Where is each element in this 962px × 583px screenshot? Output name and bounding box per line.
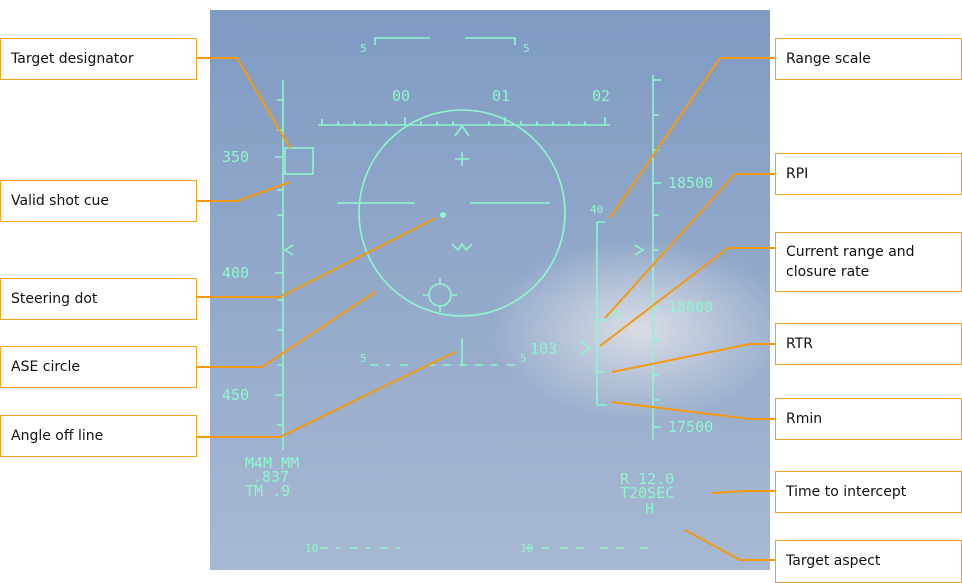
cloud [490,240,790,420]
left-readout: .837 [253,468,289,486]
pitch-mark: 5 [360,42,367,55]
pitch-mark: 5 [360,352,367,365]
right-readout: H [645,500,654,518]
callout: Range scale [775,38,962,80]
range-scale-label: 20 [608,308,621,321]
callout: Target aspect [775,540,962,583]
callout: Steering dot [0,278,197,320]
callout: ASE circle [0,346,197,388]
pitch-mark: 10 [305,542,318,555]
callout: Time to intercept [775,471,962,513]
callout: Valid shot cue [0,180,197,222]
callout: Rmin [775,398,962,440]
heading-label: 00 [392,87,410,105]
pitch-mark: 5 [520,352,527,365]
altitude-label: 18500 [668,174,713,192]
hud-symbology [275,37,661,549]
left-readout: TM .9 [245,482,290,500]
altitude-label: 17500 [668,418,713,436]
heading-label: 02 [592,87,610,105]
callout: Target designator [0,38,197,80]
callout: Angle off line [0,415,197,457]
closure-rate: 103 [530,340,557,358]
left-readout: M4M MM [245,454,299,472]
callout: RPI [775,153,962,195]
callout: Current range and closure rate [775,232,962,292]
right-readout: R 12.0 [620,470,674,488]
speed-label: 450 [222,386,249,404]
heading-label: 01 [492,87,510,105]
range-scale-label: 40 [590,203,603,216]
altitude-label: 18000 [668,298,713,316]
speed-label: 400 [222,264,249,282]
callout: RTR [775,323,962,365]
speed-label: 350 [222,148,249,166]
right-readout: T20SEC [620,484,674,502]
leader-lines [197,57,775,561]
pitch-mark: 5 [523,42,530,55]
pitch-mark: 10 [520,542,533,555]
